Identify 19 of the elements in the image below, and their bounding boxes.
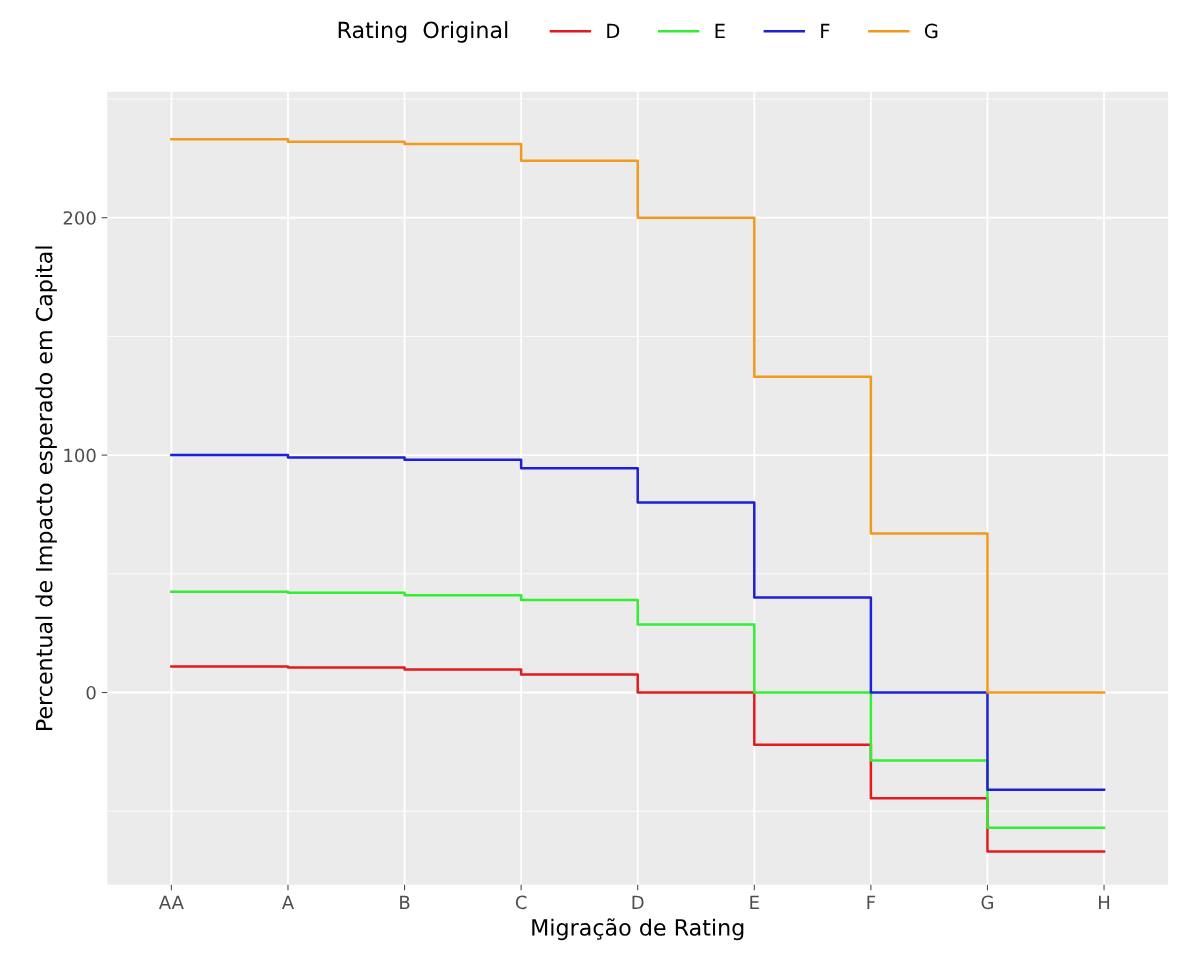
x-tick-label: AA: [158, 895, 184, 909]
x-axis-title: Migração de Rating: [532, 918, 744, 941]
x-tick-label: G: [981, 895, 993, 910]
y-tick-label: 200: [63, 211, 96, 225]
x-tick-label: H: [1099, 895, 1110, 909]
legend-label: E: [715, 23, 725, 39]
legend-label: F: [821, 23, 830, 39]
y-tick-label: 100: [64, 448, 96, 463]
y-tick-label: 0: [86, 685, 96, 700]
x-tick-label: C: [515, 895, 527, 910]
x-tick-label: B: [400, 895, 410, 909]
y-axis-title: Percentual de Impacto esperado em Capital: [35, 246, 57, 731]
x-tick-label: D: [632, 895, 644, 909]
legend-title: Rating Original: [338, 21, 508, 43]
x-tick-label: F: [867, 895, 876, 909]
x-tick-label: E: [750, 895, 759, 909]
x-tick-label: A: [281, 895, 295, 909]
legend-label: D: [607, 23, 620, 39]
legend-label: G: [924, 23, 938, 39]
